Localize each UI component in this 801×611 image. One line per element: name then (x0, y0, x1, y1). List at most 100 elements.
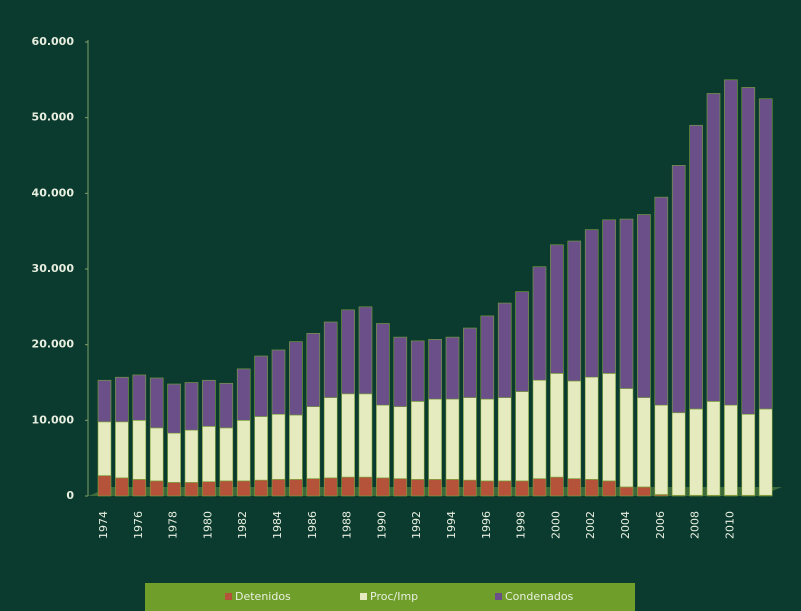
bar-segment (567, 240, 582, 382)
bar-segment (463, 397, 477, 481)
bar-segment (550, 476, 564, 497)
bar-segment (463, 327, 477, 398)
bar-segment (271, 349, 286, 415)
bar-segment (637, 486, 651, 497)
bar-segment (393, 336, 408, 408)
bar-segment (445, 336, 460, 400)
bar-segment (706, 401, 721, 496)
bar-segment (184, 482, 199, 497)
bar-segment (167, 383, 181, 434)
bar-segment (132, 420, 147, 480)
bar-segment (289, 414, 303, 480)
bar-segment (358, 476, 373, 497)
bar-segment (393, 406, 408, 479)
bar-segment (376, 404, 390, 479)
bar-segment (271, 479, 286, 497)
bar-segment (602, 373, 616, 482)
bar-segment (428, 479, 442, 497)
y-tick-label: 20.000 (32, 338, 75, 351)
y-tick-label: 60.000 (32, 35, 75, 48)
bar-segment (410, 340, 425, 402)
bar-segment (410, 401, 425, 480)
y-tick-label: 30.000 (32, 262, 75, 275)
bar-segment (497, 302, 512, 398)
bar-segment (706, 93, 721, 402)
bar-segment (376, 323, 390, 406)
bar-segment (254, 479, 268, 497)
bar-segment (306, 333, 321, 408)
x-tick-label: 2010 (723, 511, 736, 539)
bar-segment (376, 477, 390, 497)
bar-segment (236, 420, 251, 482)
bar-segment (149, 377, 164, 429)
x-tick-label: 2008 (689, 511, 702, 539)
bar-segment (428, 398, 442, 480)
x-tick-label: 1990 (375, 511, 388, 539)
bar-segment (219, 480, 234, 497)
x-tick-label: 2002 (584, 511, 597, 539)
bar-segment (202, 426, 216, 482)
bar-segment (445, 479, 460, 497)
bar-segment (619, 218, 634, 389)
x-tick-label: 1988 (341, 511, 354, 539)
bar-segment (550, 244, 564, 374)
bar-segment (323, 397, 338, 479)
bar-segment (758, 408, 773, 496)
bar-segment (167, 432, 181, 483)
bar-segment (515, 391, 529, 482)
bar-segment (254, 416, 268, 481)
bar-segment (724, 79, 738, 406)
bar-segment (97, 421, 112, 476)
bar-segment (306, 478, 321, 497)
bar-segment (532, 478, 547, 497)
x-tick-label: 2006 (654, 511, 667, 539)
bar-segment (254, 355, 268, 417)
bar-segment (480, 398, 495, 482)
bar-segment (463, 479, 477, 497)
bar-segment (202, 481, 216, 497)
y-tick-label: 10.000 (32, 413, 75, 426)
bar-segment (323, 321, 338, 398)
bar-segment (532, 379, 547, 479)
x-tick-label: 2004 (619, 511, 632, 539)
bar-segment (619, 388, 634, 488)
x-tick-label: 1992 (410, 511, 423, 539)
bar-segment (567, 478, 582, 497)
bar-segment (341, 309, 355, 395)
bar-segment (654, 196, 669, 406)
bar-segment (219, 427, 234, 482)
bar-segment (393, 478, 408, 497)
bar-segment (97, 379, 112, 423)
bar-segment (219, 382, 234, 429)
bar-segment (184, 382, 199, 431)
bar-segment (341, 393, 355, 478)
bar-segment (689, 124, 703, 410)
bar-segment (167, 482, 181, 497)
bar-segment (724, 404, 738, 496)
bar-segment (671, 165, 686, 414)
bar-segment (115, 421, 129, 479)
y-tick-label: 0 (66, 489, 74, 502)
x-tick-label: 1998 (515, 511, 528, 539)
bar-segment (497, 397, 512, 482)
bar-segment (637, 214, 651, 398)
bar-segment (306, 406, 321, 479)
bar-segment (289, 479, 303, 497)
bar-segment (115, 376, 129, 423)
bar-segment (132, 374, 147, 421)
legend-swatch (225, 593, 232, 600)
bar-segment (149, 480, 164, 497)
bar-segment (236, 480, 251, 497)
bar-segment (741, 87, 756, 415)
bar-segment (671, 412, 686, 496)
legend-label: Detenidos (235, 590, 291, 603)
bar-segment (358, 393, 373, 478)
bar-segment (289, 341, 303, 416)
bar-segment (341, 476, 355, 497)
legend-swatch (360, 593, 367, 600)
bar-segment (584, 376, 599, 480)
legend-swatch (495, 593, 502, 600)
bar-segment (97, 475, 112, 497)
legend-label: Proc/Imp (370, 590, 418, 603)
